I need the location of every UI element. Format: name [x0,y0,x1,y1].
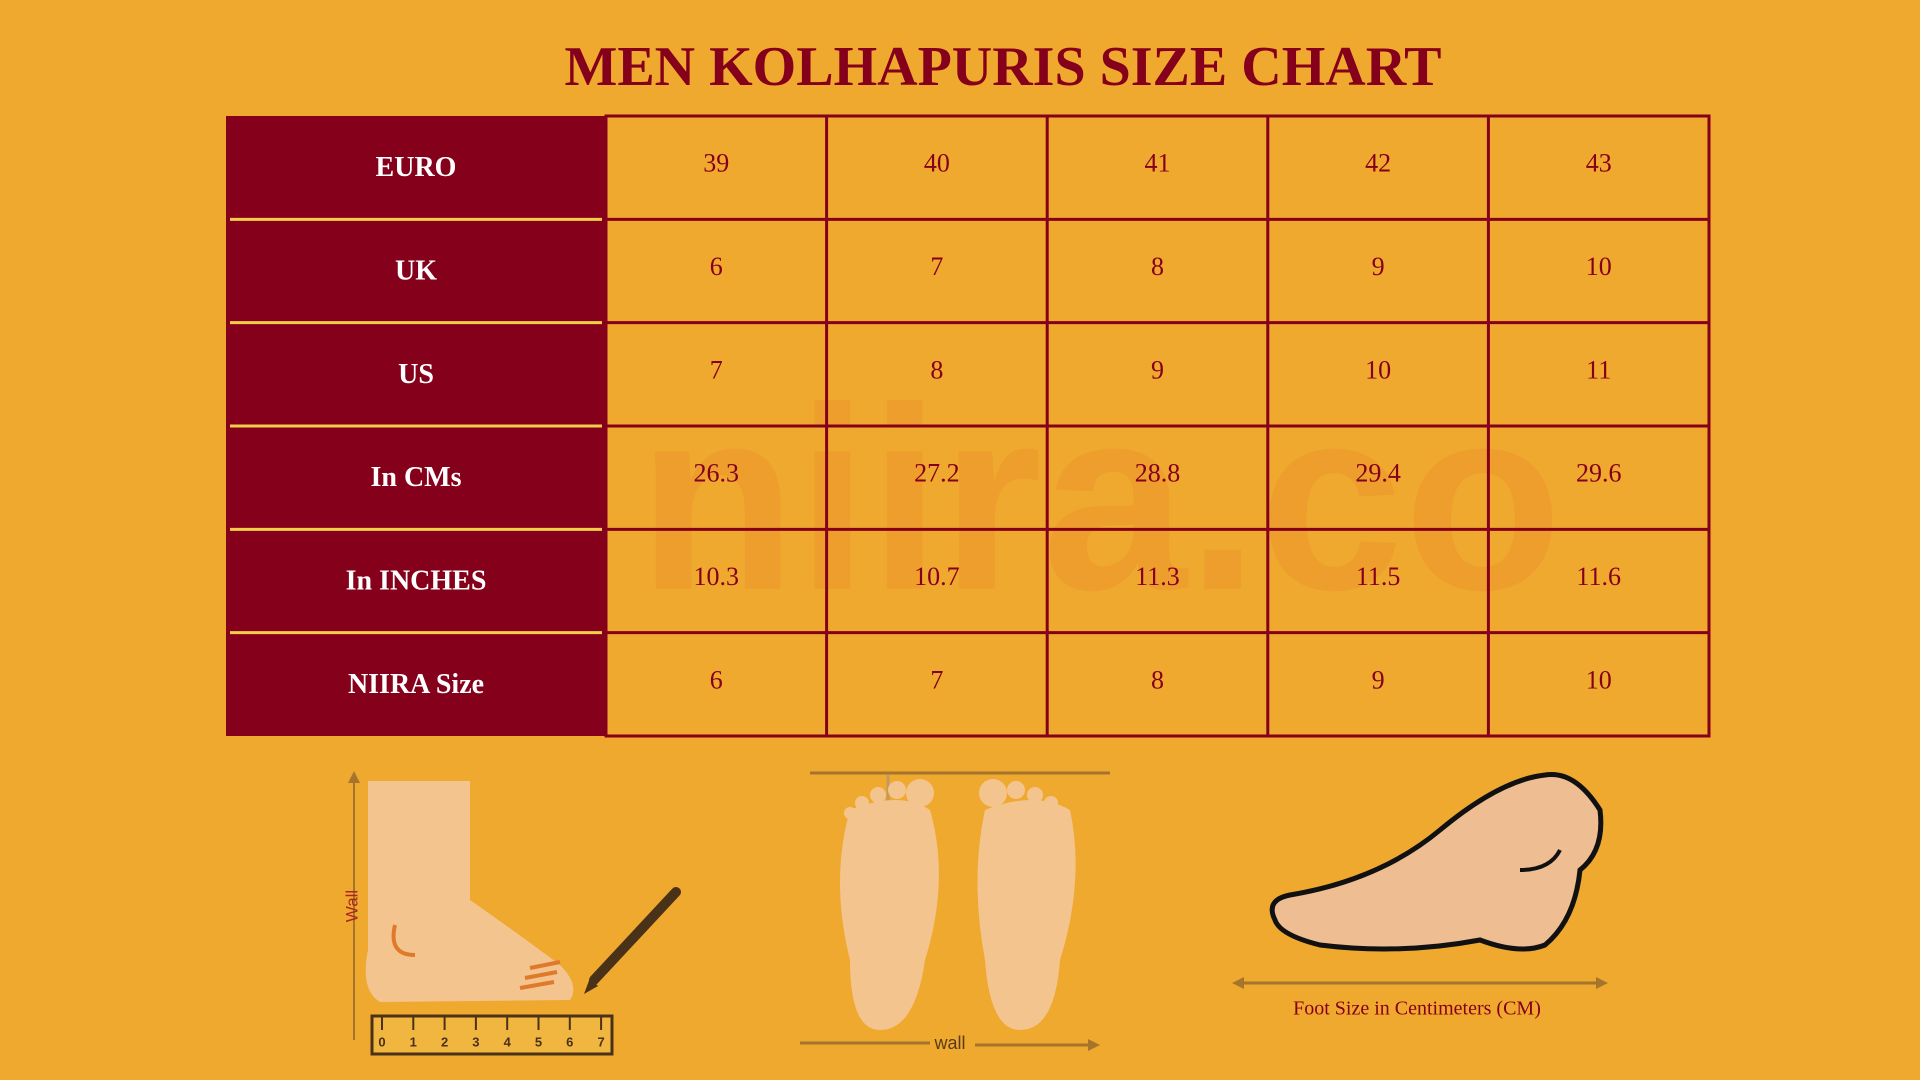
ankle [1519,849,1562,872]
size-table: EURO 39 40 41 42 43 UK 6 7 8 9 10 US 7 8 9 10 11 In CMs 26.… [226,114,1711,738]
cell: 28.8 [1135,459,1181,488]
row-label: EURO [376,152,457,183]
cell: 27.2 [914,459,960,488]
cell: 9 [1151,355,1164,384]
arrow-head [1088,1039,1100,1051]
ruler-number: 4 [504,1034,512,1049]
toes [844,779,1069,819]
cell: 29.6 [1576,459,1622,488]
cell: 8 [1151,252,1164,281]
cell: 9 [1372,252,1385,281]
ruler-number: 7 [597,1034,604,1049]
ruler-scale: 0 1 2 3 4 5 6 7 [378,1017,605,1049]
foot-detail [391,924,416,957]
cell: 11.6 [1576,562,1621,591]
foot-side-illustration: Foot Size in Centimeters (CM) [1232,771,1608,1020]
row-label: UK [395,255,437,286]
cell: 10 [1586,252,1612,281]
wall-label: wall [933,1033,965,1053]
ruler-number: 5 [535,1034,542,1049]
toes [519,960,561,990]
cell: 10.3 [694,562,740,591]
title: MEN KOLHAPURIS SIZE CHART [564,36,1441,98]
cell: 10 [1586,665,1612,694]
ruler-number: 3 [472,1034,479,1049]
row-label: In INCHES [346,565,487,596]
wall-label: Wall [342,890,361,922]
cell: 10.7 [914,562,960,591]
ruler-number: 2 [441,1034,448,1049]
cell: 41 [1145,149,1171,178]
cell: 39 [703,149,729,178]
cell: 43 [1586,149,1612,178]
cell: 8 [1151,665,1164,694]
ruler-number: 1 [410,1034,417,1049]
ruler-number: 6 [566,1034,573,1049]
cell: 8 [930,355,943,384]
cell: 7 [930,665,943,694]
left-sole [840,800,939,1030]
ruler [370,1014,614,1056]
row-label: NIIRA Size [348,669,484,700]
soles-illustration: wall [800,771,1110,1053]
cell: 40 [924,149,950,178]
cell: 42 [1365,149,1391,178]
ruler-number: 0 [378,1034,385,1049]
cell: 29.4 [1355,459,1401,488]
cell: 7 [930,252,943,281]
cell: 6 [710,665,723,694]
row-label: In CMs [370,462,461,493]
foot-wall-illustration: 0 1 2 3 4 5 6 7 Wall [342,771,681,1056]
arrow-head [348,771,360,783]
cell: 6 [710,252,723,281]
pencil-tip [584,978,598,994]
cell: 9 [1372,665,1385,694]
cell: 7 [710,355,723,384]
foot [1269,771,1604,952]
cell: 11 [1586,355,1611,384]
pencil [589,887,681,985]
row-label: US [398,359,434,390]
watermark: niira.co [638,355,1563,645]
right-sole [977,800,1076,1030]
cell: 11.3 [1135,562,1180,591]
foot-size-label: Foot Size in Centimeters (CM) [1293,998,1541,1020]
cell: 11.5 [1356,562,1401,591]
cell: 10 [1365,355,1391,384]
cell: 26.3 [694,459,740,488]
foot [365,781,574,1002]
table-border [604,114,1711,738]
